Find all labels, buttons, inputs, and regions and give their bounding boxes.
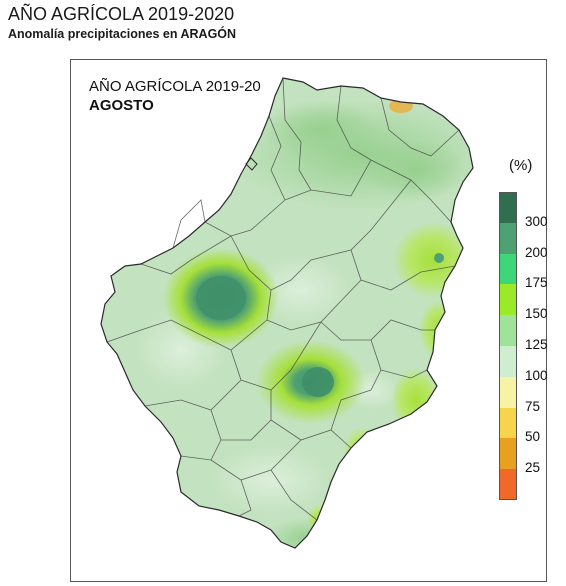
color-legend	[499, 192, 517, 500]
page-title: AÑO AGRÍCOLA 2019-2020	[8, 4, 235, 24]
legend-tick-label: 50	[525, 429, 541, 445]
district-boundaries	[106, 77, 460, 521]
legend-tick-label: 175	[525, 275, 548, 291]
legend-swatch	[499, 438, 517, 470]
anomaly-zone-east	[393, 222, 473, 298]
legend-tick-label: 150	[525, 306, 548, 322]
enclave-outline	[245, 157, 258, 171]
legend-tick-label: 75	[525, 398, 541, 414]
legend-swatch	[499, 315, 517, 346]
legend-swatch	[499, 222, 517, 254]
map-month-label: AGOSTO	[89, 97, 154, 114]
legend-swatch	[499, 345, 517, 377]
aragon-anomaly-map	[100, 77, 474, 549]
legend-swatch	[499, 192, 517, 223]
map-panel: AÑO AGRÍCOLA 2019-20 AGOSTO	[70, 59, 547, 582]
legend-swatch	[499, 376, 517, 408]
legend-unit: (%)	[509, 157, 533, 174]
legend-tick-label: 300	[525, 213, 548, 229]
anomaly-zone-dry	[389, 99, 413, 113]
legend-tick-label: 25	[525, 460, 541, 476]
legend-swatch	[499, 284, 517, 316]
map-year-label: AÑO AGRÍCOLA 2019-20	[89, 78, 261, 95]
legend-swatch	[499, 407, 517, 439]
legend-swatch	[499, 469, 517, 500]
page-subtitle: Anomalía precipitaciones en ARAGÓN	[8, 27, 237, 41]
legend-tick-label: 125	[525, 337, 548, 352]
legend-swatch	[499, 253, 517, 285]
legend-tick-label: 200	[525, 244, 548, 260]
legend-tick-label: 100	[525, 367, 548, 383]
